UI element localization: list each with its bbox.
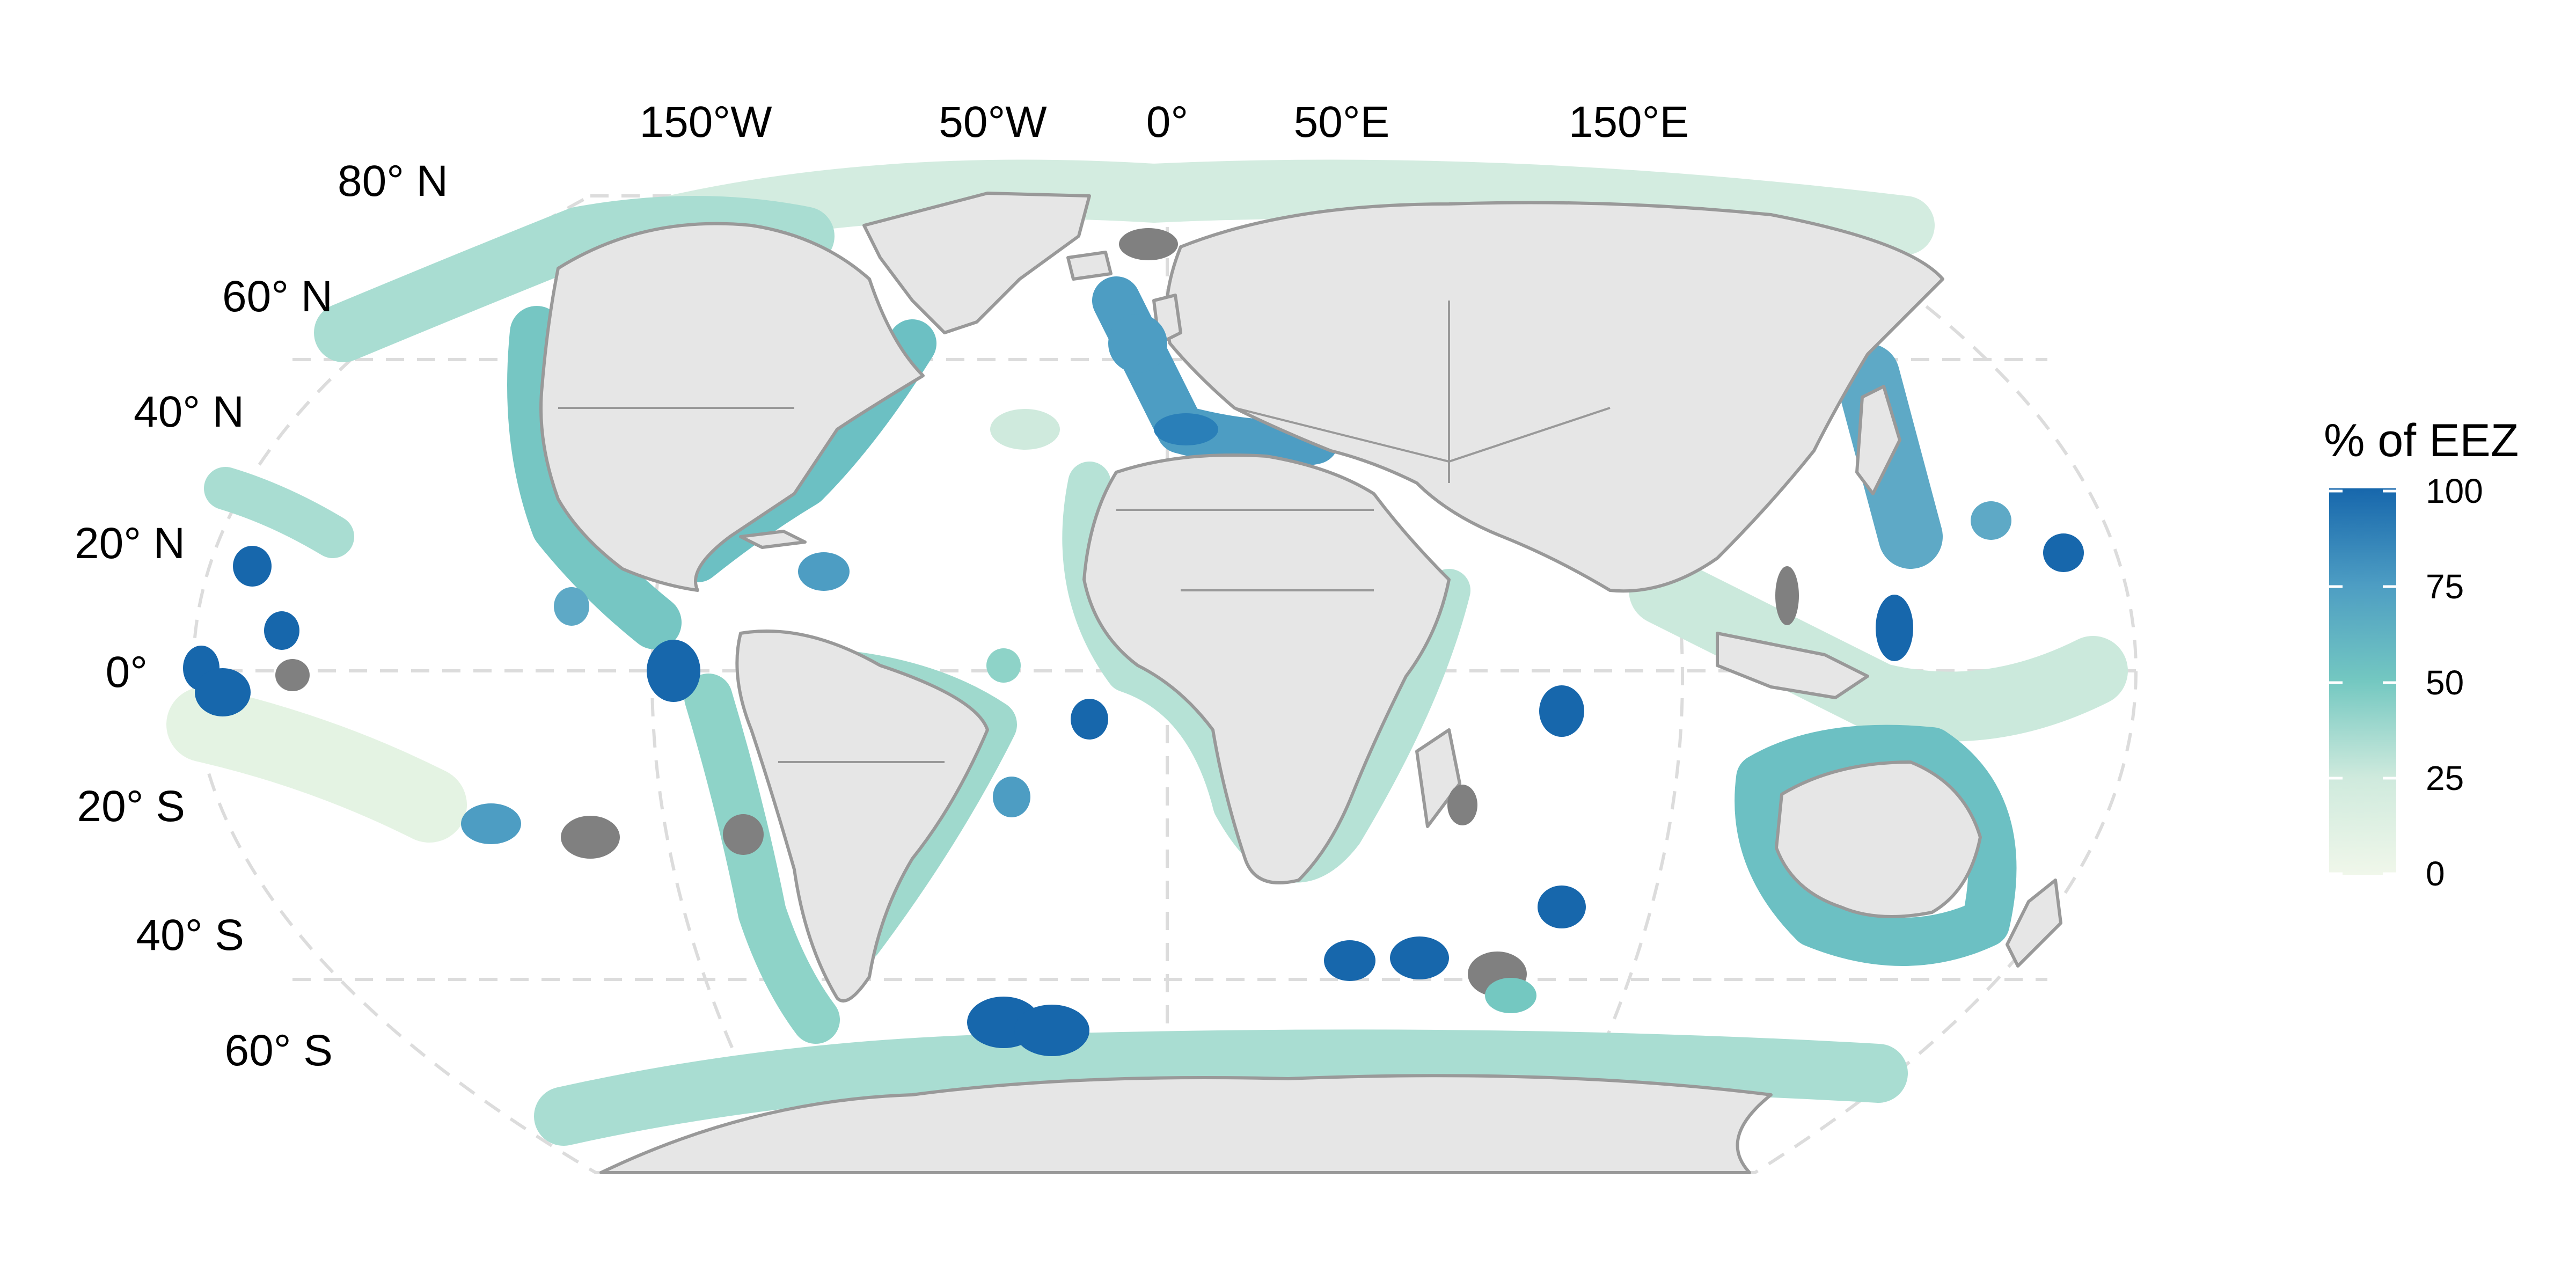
eez-blob bbox=[233, 546, 272, 587]
eez-blob bbox=[1154, 413, 1218, 445]
iceland bbox=[1066, 251, 1113, 281]
eez-blob bbox=[1539, 685, 1584, 737]
eez-blob bbox=[993, 777, 1030, 817]
eez-blob bbox=[1485, 978, 1536, 1013]
longitude-labels: 150°W 50°W 0° 50°E 150°E bbox=[639, 98, 1689, 147]
lon-label-150e: 150°E bbox=[1569, 98, 1689, 147]
eez-blob bbox=[1324, 940, 1375, 981]
japan bbox=[1855, 385, 1901, 495]
eez-blob bbox=[554, 587, 589, 626]
lon-label-50w: 50°W bbox=[939, 98, 1047, 147]
eez-blob bbox=[1071, 699, 1108, 740]
legend-ticks bbox=[2329, 489, 2396, 875]
eez-blob bbox=[986, 648, 1021, 683]
country-borders bbox=[558, 301, 1611, 763]
eez-blob bbox=[1876, 595, 1913, 661]
eez-arctic-band bbox=[641, 159, 1935, 255]
eez-blob bbox=[264, 611, 299, 650]
eez-na-pacific-coast bbox=[507, 306, 682, 649]
legend-tick-label: 50 bbox=[2426, 663, 2464, 702]
eez-blob-nodata bbox=[723, 814, 764, 855]
legend-title: % of EEZ bbox=[2324, 415, 2519, 466]
latitude-labels: 80° N 60° N 40° N 20° N 0° 20° S 40° S 6… bbox=[75, 157, 448, 1075]
madagascar bbox=[1415, 728, 1461, 828]
legend-tick-label: 75 bbox=[2426, 567, 2464, 606]
lon-label-0: 0° bbox=[1146, 98, 1188, 147]
lat-label-40s: 40° S bbox=[136, 911, 244, 960]
eez-blob-nodata bbox=[1775, 566, 1799, 625]
eez-antarctic-band bbox=[534, 1029, 1908, 1146]
lat-label-80n: 80° N bbox=[338, 157, 448, 206]
eez-blob bbox=[2043, 533, 2084, 572]
eez-blob bbox=[1014, 1005, 1089, 1056]
eez-blob bbox=[1108, 314, 1167, 373]
lon-label-150w: 150°W bbox=[639, 98, 772, 147]
africa bbox=[1082, 453, 1451, 884]
legend-tick-label: 0 bbox=[2426, 854, 2445, 893]
eez-blob bbox=[195, 668, 251, 716]
eez-island-blobs bbox=[183, 228, 2084, 1056]
eez-australia-ring bbox=[1735, 724, 2017, 966]
eez-blob bbox=[1971, 501, 2011, 540]
lat-label-20n: 20° N bbox=[75, 519, 185, 568]
eez-blob bbox=[990, 409, 1060, 450]
eez-sa-pacific-coast bbox=[684, 674, 840, 1044]
lat-label-60s: 60° S bbox=[225, 1026, 333, 1075]
lat-label-40n: 40° N bbox=[134, 387, 244, 436]
legend: % of EEZ 100 75 50 25 0 bbox=[2324, 415, 2519, 893]
eez-blob-nodata bbox=[1119, 228, 1178, 260]
eez-blob bbox=[798, 552, 850, 591]
land bbox=[539, 192, 2062, 1174]
lat-label-20s: 20° S bbox=[77, 782, 185, 831]
eez-blob bbox=[1390, 936, 1449, 979]
eez-hawaii-band bbox=[204, 467, 354, 558]
eez-blob bbox=[461, 803, 521, 844]
indonesia bbox=[1716, 632, 1869, 699]
lon-label-50e: 50°E bbox=[1294, 98, 1390, 147]
new-zealand bbox=[2006, 879, 2062, 968]
australia bbox=[1775, 760, 1982, 918]
eurasia bbox=[1165, 201, 1944, 593]
lat-label-60n: 60° N bbox=[222, 272, 333, 321]
eez-blob-nodata bbox=[275, 659, 310, 691]
south-america bbox=[735, 630, 989, 1002]
cuba bbox=[739, 530, 807, 549]
eez-blob-nodata bbox=[561, 816, 620, 859]
eez-blob bbox=[647, 640, 700, 702]
lat-label-0: 0° bbox=[106, 648, 148, 697]
legend-tick-label: 100 bbox=[2426, 472, 2483, 510]
eez-asia-pacific-band bbox=[1629, 555, 2128, 742]
eez-blob-nodata bbox=[1447, 785, 1477, 825]
greenland bbox=[862, 192, 1091, 334]
eez-blob bbox=[1538, 885, 1586, 928]
antarctica bbox=[599, 1074, 1773, 1174]
legend-tick-label: 25 bbox=[2426, 759, 2464, 797]
eez-pacific-islands-band bbox=[166, 687, 467, 843]
